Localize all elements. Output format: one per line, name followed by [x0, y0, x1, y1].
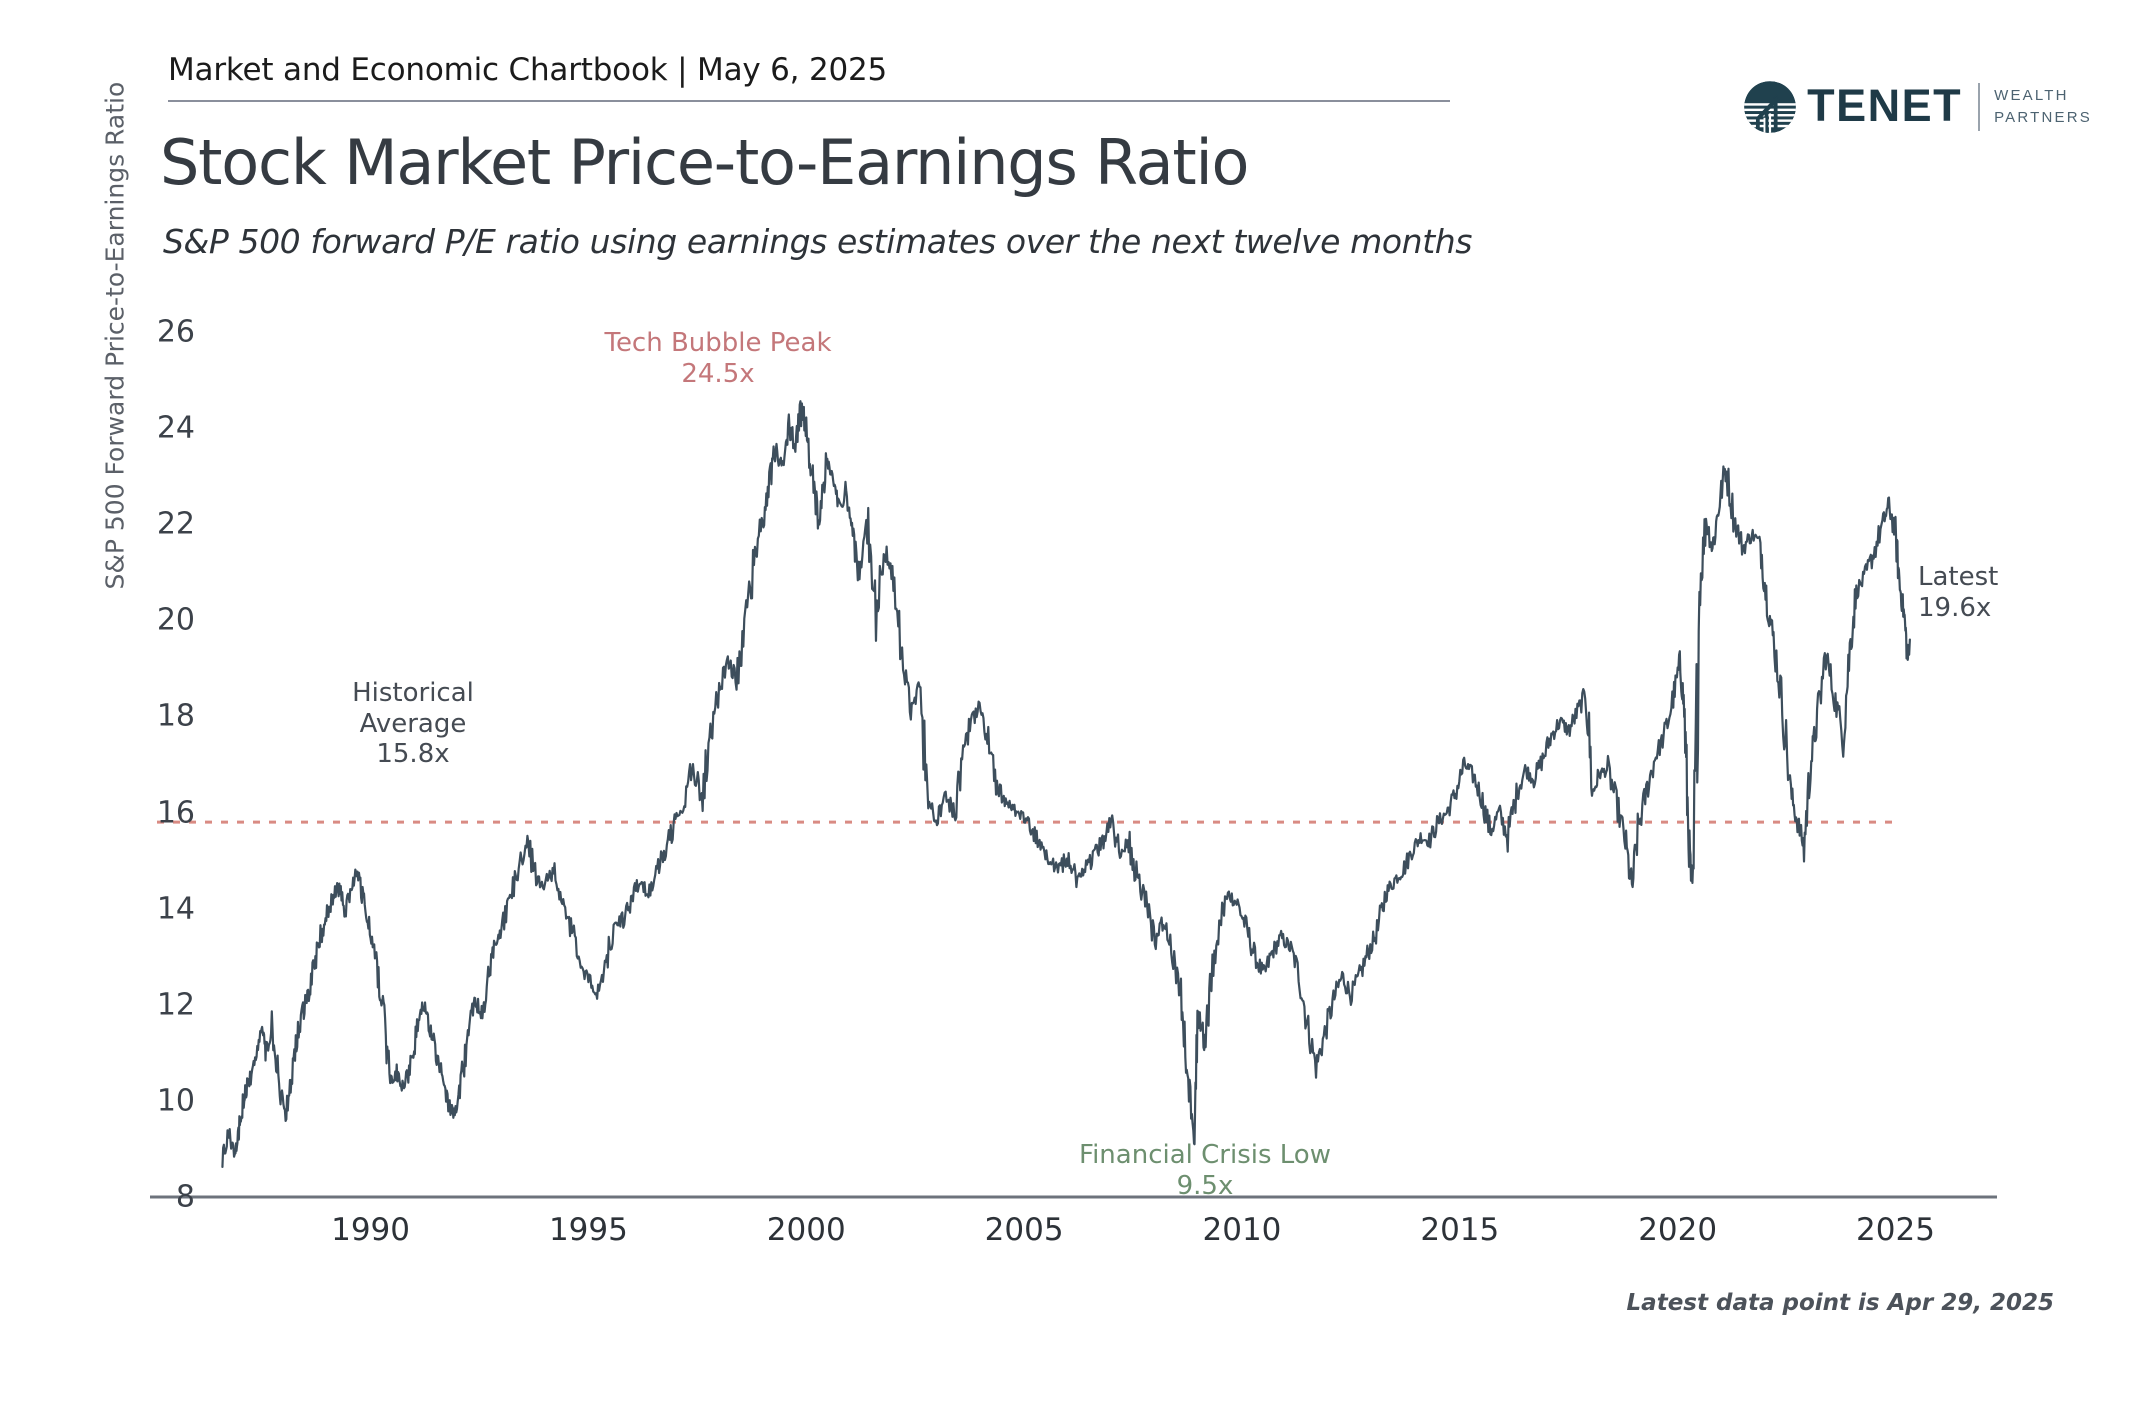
annotation-latest-label: Latest — [1918, 562, 1999, 592]
header: Market and Economic Chartbook | May 6, 2… — [168, 52, 1458, 102]
y-axis-ticks: 8 10 12 14 16 18 20 22 24 26 — [135, 0, 195, 1408]
tenet-circle-arrow-icon — [1744, 81, 1796, 133]
annotation-tech-bubble-label: Tech Bubble Peak — [604, 328, 832, 358]
logo-subtitle: WEALTH PARTNERS — [1994, 85, 2092, 129]
annotation-financial-crisis-value: 9.5x — [1176, 1170, 1234, 1201]
annotation-latest-value: 19.6x — [1918, 592, 1992, 623]
x-axis-tick-2005: 2005 — [984, 1212, 1064, 1248]
annotation-tech-bubble-peak: Tech Bubble Peak 24.5x — [604, 328, 831, 389]
logo-divider — [1978, 83, 1981, 131]
x-axis-tick-1990: 1990 — [331, 1212, 411, 1248]
logo-subtitle-line-2: PARTNERS — [1994, 109, 2092, 126]
x-axis-tick-2010: 2010 — [1202, 1212, 1282, 1248]
x-axis-tick-1995: 1995 — [548, 1212, 628, 1248]
page-title: Stock Market Price-to-Earnings Ratio — [160, 126, 1249, 199]
y-axis-tick-10: 10 — [156, 1083, 195, 1119]
y-axis-tick-14: 14 — [156, 891, 195, 927]
y-axis-tick-12: 12 — [156, 987, 195, 1023]
annotation-financial-crisis-label: Financial Crisis Low — [1079, 1140, 1331, 1170]
annotation-historical-average-label-1: Historical — [352, 678, 474, 708]
y-axis-title-text: S&P 500 Forward Price-to-Earnings Ratio — [100, 81, 130, 590]
x-axis-tick-2020: 2020 — [1638, 1212, 1718, 1248]
chartbook-header-label: Market and Economic Chartbook | May 6, 2… — [168, 52, 888, 88]
y-axis-tick-22: 22 — [156, 506, 195, 542]
footnote: Latest data point is Apr 29, 2025 — [1626, 1290, 2054, 1316]
annotation-historical-average-label-2: Average — [359, 708, 467, 739]
page-subtitle: S&P 500 forward P/E ratio using earnings… — [163, 222, 1473, 261]
x-axis-tick-2025: 2025 — [1856, 1212, 1935, 1248]
header-divider — [168, 100, 1450, 102]
x-axis-tick-2000: 2000 — [766, 1212, 846, 1248]
logo-subtitle-line-1: WEALTH — [1994, 87, 2069, 105]
annotation-tech-bubble-value: 24.5x — [681, 358, 755, 389]
y-axis-tick-18: 18 — [156, 698, 195, 734]
y-axis-tick-16: 16 — [156, 795, 195, 831]
x-axis-tick-2015: 2015 — [1420, 1212, 1500, 1248]
annotation-financial-crisis-low: Financial Crisis Low 9.5x — [1079, 1140, 1331, 1201]
y-axis-tick-8: 8 — [175, 1179, 195, 1215]
annotation-historical-average: Historical Average 15.8x — [352, 678, 474, 770]
tenet-wealth-partners-logo: TENET WEALTH PARTNERS — [1743, 78, 2092, 136]
annotation-latest: Latest 19.6x — [1918, 562, 1998, 623]
y-axis-tick-20: 20 — [156, 602, 195, 638]
y-axis-tick-24: 24 — [156, 410, 195, 446]
annotation-historical-average-value: 15.8x — [376, 739, 450, 770]
logo-wordmark: TENET — [1807, 80, 1963, 131]
y-axis-tick-26: 26 — [156, 314, 195, 350]
y-axis-title: S&P 500 Forward Price-to-Earnings Ratio — [95, 82, 135, 590]
